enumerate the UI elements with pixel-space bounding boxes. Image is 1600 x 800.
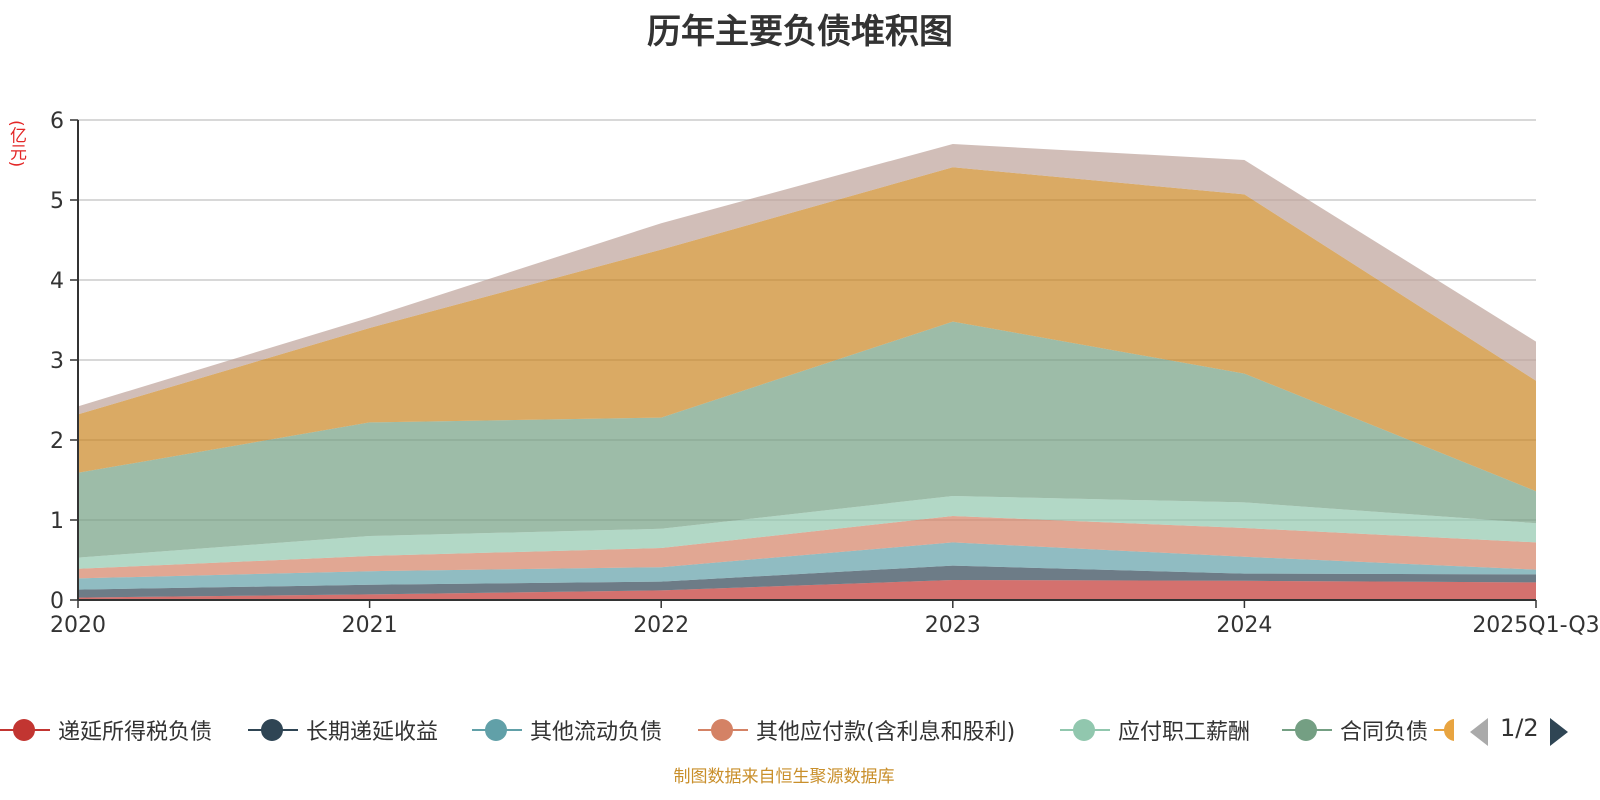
legend-item[interactable]: 其他流动负债 (472, 710, 662, 750)
legend-item[interactable]: 其他应付款(含利息和股利) (698, 710, 1015, 750)
legend-label: 应付职工薪酬 (1118, 720, 1251, 745)
axes: 0 1 2 3 4 5 6 2020 2021 2022 2023 2024 2025Q1-Q3 (50, 109, 1600, 638)
y-tick-label: 2 (50, 429, 64, 454)
legend-marker-icon (0, 715, 50, 745)
x-tick-label: 2025Q1-Q3 (1472, 613, 1599, 638)
legend-item[interactable]: 递延所得税负债 (0, 710, 212, 750)
area-series-6 (78, 167, 1536, 492)
area-series-4 (78, 496, 1536, 569)
legend-marker-icon (248, 715, 298, 745)
legend-item[interactable]: 合同负债 (1282, 710, 1428, 750)
legend-item[interactable]: 应付职工薪酬 (1060, 710, 1250, 750)
legend-item-partial[interactable] (1432, 710, 1454, 750)
legend-marker-icon (1060, 715, 1110, 745)
y-tick-label: 5 (50, 189, 64, 214)
x-tick-label: 2023 (925, 613, 981, 638)
y-tick-label: 3 (50, 349, 64, 374)
area-series-5 (78, 321, 1536, 558)
legend-item[interactable]: 长期递延收益 (248, 710, 438, 750)
x-tick-label: 2020 (50, 613, 106, 638)
y-tick-label: 4 (50, 269, 64, 294)
area-series-0 (78, 580, 1536, 600)
area-series-7 (78, 144, 1536, 415)
y-tick-label: 6 (50, 109, 64, 134)
x-tick-label: 2024 (1216, 613, 1272, 638)
legend: 1/2 递延所得税负债 长期递延收益 其他流动负债 其他应付款(含利息和股利) 应付职工… (0, 710, 1600, 750)
x-tick-label: 2022 (633, 613, 689, 638)
legend-marker-icon (1282, 715, 1332, 745)
legend-label: 其他流动负债 (530, 720, 663, 745)
legend-label: 合同负债 (1340, 720, 1429, 745)
legend-marker-icon (698, 715, 748, 745)
y-axis-unit-label: (亿元) (6, 120, 26, 168)
legend-label: 长期递延收益 (306, 720, 439, 745)
legend-next-page-icon[interactable] (1550, 718, 1568, 746)
legend-marker-icon (472, 715, 522, 745)
legend-page-indicator: 1/2 (1500, 714, 1539, 742)
area-series (78, 144, 1536, 600)
y-tick-label: 1 (50, 509, 64, 534)
area-series-2 (78, 542, 1536, 590)
area-series-3 (78, 516, 1536, 579)
area-series-1 (78, 565, 1536, 598)
stacked-area-chart: 0 1 2 3 4 5 6 2020 2021 2022 2023 2024 2025Q1-Q3 (50, 109, 1600, 638)
legend-label: 递延所得税负债 (58, 720, 213, 745)
y-tick-label: 0 (50, 589, 64, 614)
chart-title: 历年主要负债堆积图 (647, 12, 953, 52)
source-note: 制图数据来自恒生聚源数据库 (673, 767, 895, 787)
x-tick-label: 2021 (342, 613, 398, 638)
legend-prev-page-icon[interactable] (1470, 718, 1488, 746)
legend-label: 其他应付款(含利息和股利) (756, 720, 1016, 745)
